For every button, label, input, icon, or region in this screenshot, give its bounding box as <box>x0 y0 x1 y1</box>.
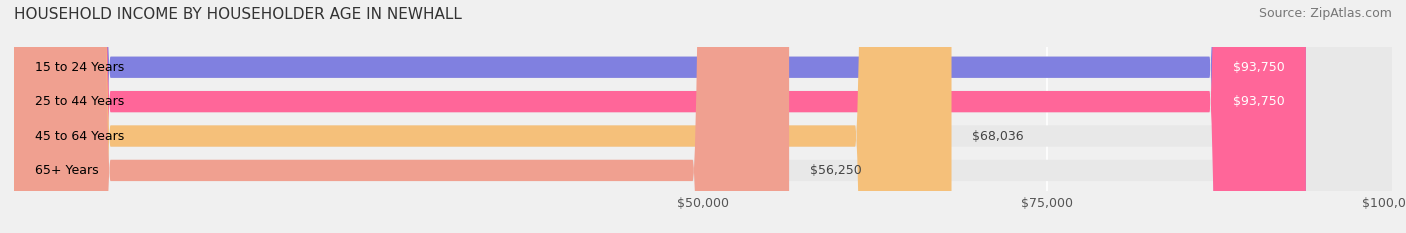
Text: $93,750: $93,750 <box>1233 95 1285 108</box>
Text: $68,036: $68,036 <box>972 130 1024 143</box>
FancyBboxPatch shape <box>14 0 789 233</box>
FancyBboxPatch shape <box>14 0 952 233</box>
FancyBboxPatch shape <box>14 0 1392 233</box>
Text: $56,250: $56,250 <box>810 164 862 177</box>
FancyBboxPatch shape <box>14 0 1306 233</box>
Text: 15 to 24 Years: 15 to 24 Years <box>35 61 124 74</box>
FancyBboxPatch shape <box>14 0 1392 233</box>
FancyBboxPatch shape <box>14 0 1392 233</box>
Text: $93,750: $93,750 <box>1233 61 1285 74</box>
Text: HOUSEHOLD INCOME BY HOUSEHOLDER AGE IN NEWHALL: HOUSEHOLD INCOME BY HOUSEHOLDER AGE IN N… <box>14 7 463 22</box>
Text: 25 to 44 Years: 25 to 44 Years <box>35 95 124 108</box>
Text: Source: ZipAtlas.com: Source: ZipAtlas.com <box>1258 7 1392 20</box>
FancyBboxPatch shape <box>14 0 1306 233</box>
Text: 65+ Years: 65+ Years <box>35 164 98 177</box>
Text: 45 to 64 Years: 45 to 64 Years <box>35 130 124 143</box>
FancyBboxPatch shape <box>14 0 1392 233</box>
